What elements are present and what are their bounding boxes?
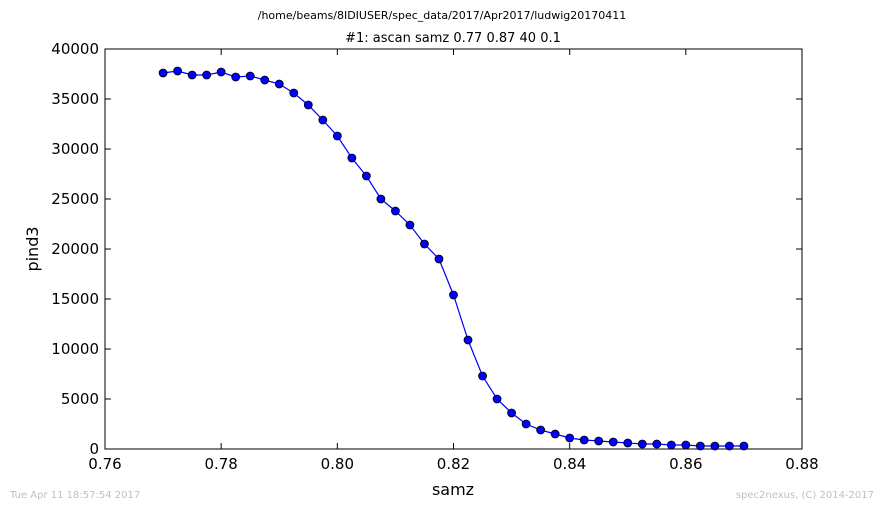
- data-point: [521, 419, 531, 429]
- data-point: [666, 440, 676, 450]
- y-tick-label: 25000: [51, 190, 99, 208]
- data-point: [463, 335, 473, 345]
- data-point: [478, 371, 487, 381]
- data-point: [507, 408, 516, 418]
- data-point: [405, 220, 415, 230]
- data-point: [536, 425, 546, 435]
- data-point: [231, 72, 241, 82]
- y-tick-label: 30000: [51, 140, 99, 158]
- x-tick-label: 0.78: [204, 455, 237, 473]
- data-point: [710, 441, 720, 451]
- x-axis-label: samz: [432, 480, 474, 499]
- data-point: [202, 70, 212, 80]
- data-point: [420, 239, 429, 249]
- data-point: [173, 66, 183, 76]
- y-tick-label: 15000: [51, 290, 99, 308]
- y-tick-label: 0: [89, 440, 99, 458]
- plot-frame: [104, 48, 803, 450]
- footer-credit: spec2nexus, (C) 2014-2017: [736, 490, 874, 501]
- x-tick-label: 0.84: [553, 455, 586, 473]
- x-axis: 0.76 0.78 0.80 0.82 0.84 0.86 0.88: [88, 49, 819, 473]
- x-tick-label: 0.76: [88, 455, 121, 473]
- data-point: [550, 429, 560, 439]
- x-tick-label: 0.88: [785, 455, 818, 473]
- data-point: [260, 75, 270, 85]
- x-tick-label: 0.80: [321, 455, 354, 473]
- data-point: [303, 100, 313, 110]
- x-tick-label: 0.86: [669, 455, 702, 473]
- data-point: [637, 439, 647, 449]
- data-point: [391, 206, 400, 216]
- data-point: [158, 68, 168, 78]
- data-point: [289, 88, 299, 98]
- series-markers: [158, 66, 749, 451]
- data-point: [318, 115, 328, 125]
- data-point: [274, 79, 284, 89]
- plot-area: 0.76 0.78 0.80 0.82 0.84 0.86 0.88 0 5000 10000 1…: [51, 40, 818, 473]
- data-point: [376, 194, 386, 204]
- y-axis: 0 5000 10000 15000 20000 25000 30000 35000 40000: [51, 40, 802, 458]
- data-point: [434, 254, 444, 264]
- suptitle-path: /home/beams/8IDIUSER/spec_data/2017/Apr2…: [258, 9, 627, 22]
- data-point: [449, 290, 458, 300]
- data-point: [608, 437, 618, 447]
- y-axis-label: pind3: [23, 226, 42, 271]
- y-tick-label: 40000: [51, 40, 99, 58]
- data-point: [347, 153, 357, 163]
- y-tick-label: 20000: [51, 240, 99, 258]
- x-tick-label: 0.82: [437, 455, 470, 473]
- data-point: [594, 436, 604, 446]
- y-tick-label: 10000: [51, 340, 99, 358]
- data-point: [187, 70, 197, 80]
- data-point: [216, 67, 226, 77]
- data-point: [361, 171, 371, 181]
- footer-timestamp: Tue Apr 11 18:57:54 2017: [9, 490, 140, 501]
- chart-title: #1: ascan samz 0.77 0.87 40 0.1: [345, 31, 561, 46]
- data-point: [565, 433, 575, 443]
- data-point: [681, 440, 691, 450]
- data-point: [579, 435, 589, 445]
- data-point: [492, 394, 502, 404]
- data-point: [695, 441, 705, 451]
- y-tick-label: 5000: [61, 390, 99, 408]
- data-point: [245, 71, 255, 81]
- data-point: [332, 131, 342, 141]
- data-point: [652, 439, 662, 449]
- y-tick-label: 35000: [51, 90, 99, 108]
- data-point: [739, 441, 749, 451]
- data-point: [623, 438, 633, 448]
- data-point: [725, 441, 734, 451]
